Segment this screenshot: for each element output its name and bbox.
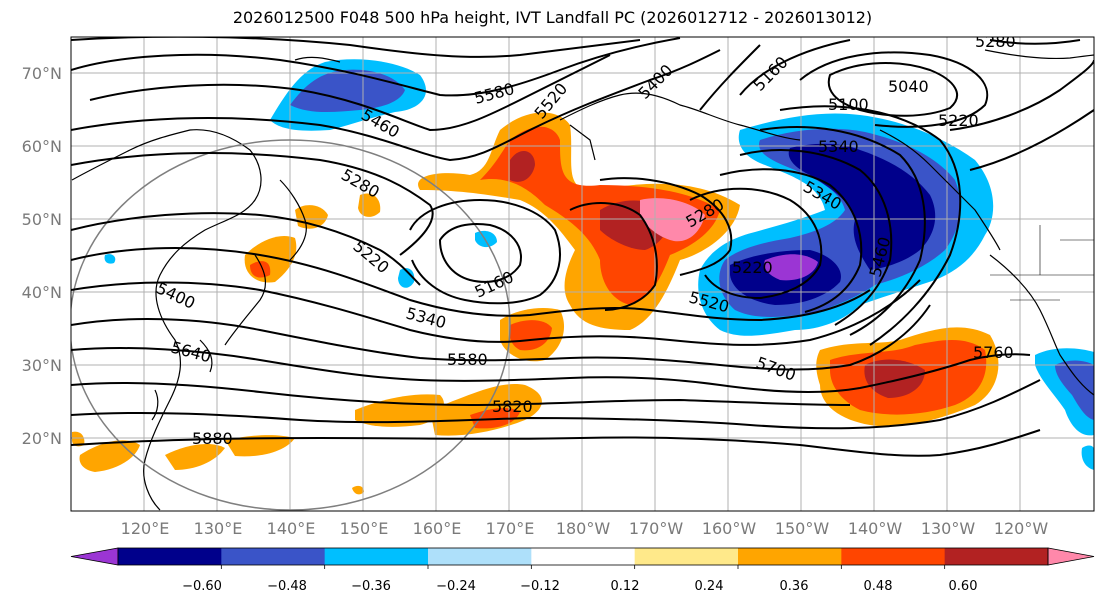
- colorbar-tick-label: 0.48: [864, 579, 893, 594]
- contour-label: 5340: [818, 137, 859, 156]
- colorbar-tick-label: 0.36: [780, 579, 809, 594]
- lon-label: 150°W: [775, 519, 830, 538]
- radius-circle: [71, 139, 511, 511]
- lon-label: 160°E: [413, 519, 462, 538]
- lon-label: 140°E: [267, 519, 316, 538]
- lon-label: 130°W: [921, 519, 976, 538]
- contour-label: 5100: [828, 95, 869, 114]
- lon-label: 170°E: [486, 519, 535, 538]
- lon-label: 160°W: [702, 519, 757, 538]
- colorbar-ticks: −0.60 −0.48 −0.36 −0.24 −0.12 0.12 0.24 …: [182, 579, 977, 594]
- latitude-labels: 70°N 60°N 50°N 40°N 30°N 20°N: [22, 64, 62, 448]
- colorbar-extend-low: [70, 547, 119, 566]
- lat-label: 20°N: [22, 429, 62, 448]
- borders: [990, 225, 1094, 301]
- colorbar-tick-label: −0.24: [436, 579, 476, 594]
- contour-label: 5040: [888, 77, 929, 96]
- lon-label: 140°W: [848, 519, 903, 538]
- lat-label: 30°N: [22, 356, 62, 375]
- map-frame: [70, 36, 1095, 512]
- colorbar: −0.60 −0.48 −0.36 −0.24 −0.12 0.12 0.24 …: [70, 547, 1095, 594]
- contour-label: 5760: [973, 343, 1014, 362]
- colorbar-swatch: [531, 548, 636, 565]
- gridlines: [71, 37, 1094, 511]
- colorbar-tick-label: 0.12: [611, 579, 640, 594]
- contour-label: 5820: [492, 397, 533, 416]
- colorbar-tick-label: −0.48: [267, 579, 307, 594]
- contour-label: 5280: [975, 32, 1016, 51]
- colorbar-swatch: [324, 548, 429, 565]
- lon-label: 120°E: [121, 519, 170, 538]
- colorbar-tick-label: −0.60: [182, 579, 222, 594]
- colorbar-swatch: [428, 548, 532, 565]
- contour-label: 5220: [732, 258, 773, 277]
- colorbar-extend-high: [1047, 547, 1095, 566]
- lon-label: 170°W: [629, 519, 684, 538]
- colorbar-tick-label: −0.12: [520, 579, 560, 594]
- colorbar-tick-label: 0.24: [695, 579, 724, 594]
- contour-label: 5220: [938, 111, 979, 130]
- colorbar-swatch: [738, 548, 842, 565]
- colorbar-swatch: [221, 548, 326, 565]
- colorbar-swatch: [944, 548, 1049, 565]
- lon-label: 130°E: [194, 519, 243, 538]
- colorbar-swatch: [634, 548, 739, 565]
- contour-label: 5880: [192, 429, 233, 448]
- colorbar-frame: [117, 547, 1049, 566]
- colorbar-swatch: [118, 548, 222, 565]
- map-plot-area: 5280 5340 5580 5520 5400 5160 5100 5040 …: [71, 32, 1094, 511]
- longitude-labels: 120°E 130°E 140°E 150°E 160°E 170°E 180°…: [121, 519, 1049, 538]
- height-contours: [71, 37, 1094, 457]
- colorbar-swatch: [841, 548, 946, 565]
- lat-label: 70°N: [22, 64, 62, 83]
- lat-label: 60°N: [22, 137, 62, 156]
- map-title: 2026012500 F048 500 hPa height, IVT Land…: [232, 8, 873, 27]
- lat-label: 40°N: [22, 283, 62, 302]
- lat-label: 50°N: [22, 210, 62, 229]
- colorbar-swatches: [70, 547, 1095, 569]
- contour-label: 5580: [447, 350, 488, 369]
- lon-label: 150°E: [340, 519, 389, 538]
- lon-label: 120°W: [994, 519, 1049, 538]
- coastlines: [71, 49, 1094, 511]
- colorbar-tick-label: 0.60: [949, 579, 978, 594]
- colorbar-tick-label: −0.36: [351, 579, 391, 594]
- lon-label: 180°W: [556, 519, 611, 538]
